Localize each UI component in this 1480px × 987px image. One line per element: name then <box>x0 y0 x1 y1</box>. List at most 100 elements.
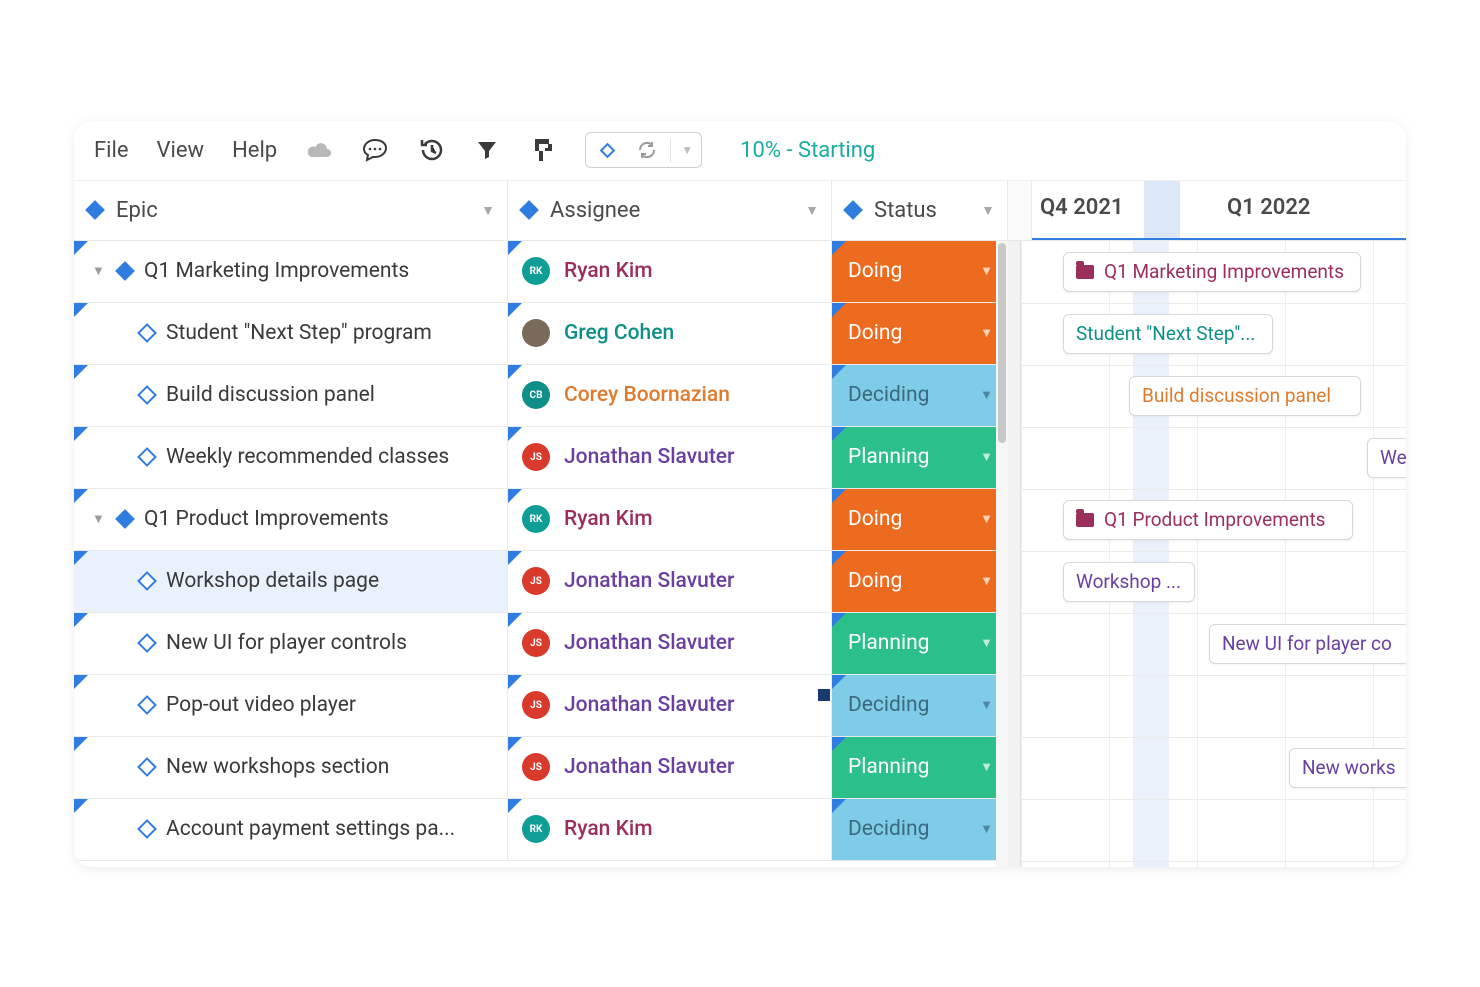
quarter-label[interactable]: Q1 2022 <box>1219 181 1406 238</box>
timeline-bar[interactable]: Q1 Product Improvements <box>1063 500 1353 540</box>
chevron-down-icon[interactable]: ▼ <box>805 202 819 219</box>
timeline-grid[interactable]: Q1 Marketing Improvements Student "Next S… <box>1020 241 1406 867</box>
assignee-cell[interactable]: RKRyan Kim <box>508 241 832 302</box>
assignee-cell[interactable]: JSJonathan Slavuter <box>508 551 832 612</box>
status-pill[interactable]: Deciding▼ <box>832 799 1007 860</box>
status-pill[interactable]: Doing▼ <box>832 303 1007 364</box>
assignee-name: Corey Boornazian <box>564 383 730 407</box>
table-row[interactable]: New UI for player controlsJSJonathan Sla… <box>74 613 1008 675</box>
epic-cell[interactable]: Account payment settings pa... <box>74 799 508 860</box>
chevron-down-icon[interactable]: ▼ <box>980 697 993 713</box>
assignee-cell[interactable]: JSJonathan Slavuter <box>508 427 832 488</box>
corner-tag <box>832 303 846 317</box>
format-icon[interactable] <box>529 136 557 164</box>
expand-icon[interactable]: ▼ <box>92 511 106 527</box>
assignee-cell[interactable]: RKRyan Kim <box>508 489 832 550</box>
status-cell[interactable]: Deciding▼ <box>832 675 1008 736</box>
avatar: RK <box>522 815 550 843</box>
chevron-down-icon[interactable]: ▼ <box>980 821 993 837</box>
status-cell[interactable]: Deciding▼ <box>832 799 1008 860</box>
status-pill[interactable]: Deciding▼ <box>832 675 1007 736</box>
menu-help[interactable]: Help <box>232 138 277 163</box>
timeline-bar[interactable]: Build discussion panel <box>1129 376 1361 416</box>
timeline-bar[interactable]: Student "Next Step"... <box>1063 314 1273 354</box>
table-row[interactable]: Workshop details pageJSJonathan Slavuter… <box>74 551 1008 613</box>
assignee-cell[interactable]: JSJonathan Slavuter <box>508 675 832 736</box>
expand-icon[interactable]: ▼ <box>92 263 106 279</box>
timeline-bar[interactable]: Q1 Marketing Improvements <box>1063 252 1361 292</box>
table-row[interactable]: ▼Q1 Marketing ImprovementsRKRyan KimDoin… <box>74 241 1008 303</box>
table-row[interactable]: ▼Q1 Product ImprovementsRKRyan KimDoing▼ <box>74 489 1008 551</box>
status-pill[interactable]: Deciding▼ <box>832 365 1007 426</box>
epic-cell[interactable]: ▼Q1 Marketing Improvements <box>74 241 508 302</box>
assignee-cell[interactable]: Greg Cohen <box>508 303 832 364</box>
status-pill[interactable]: Planning▼ <box>832 737 1007 798</box>
epic-cell[interactable]: Pop-out video player <box>74 675 508 736</box>
table-row[interactable]: Pop-out video playerJSJonathan SlavuterD… <box>74 675 1008 737</box>
menu-view[interactable]: View <box>157 138 205 163</box>
refresh-dropdown-icon[interactable]: ▼ <box>677 135 697 165</box>
epic-cell[interactable]: Student "Next Step" program <box>74 303 508 364</box>
status-pill[interactable]: Doing▼ <box>832 241 1007 302</box>
chevron-down-icon[interactable]: ▼ <box>980 449 993 465</box>
status-cell[interactable]: Doing▼ <box>832 241 1008 302</box>
chevron-down-icon[interactable]: ▼ <box>980 573 993 589</box>
status-pill[interactable]: Planning▼ <box>832 613 1007 674</box>
quarter-label[interactable]: Q4 2021 <box>1032 181 1219 238</box>
status-cell[interactable]: Doing▼ <box>832 489 1008 550</box>
diamond-icon <box>137 323 157 343</box>
diamond-icon[interactable] <box>590 135 624 165</box>
header-assignee[interactable]: Assignee ▼ <box>508 181 832 240</box>
status-pill[interactable]: Doing▼ <box>832 489 1007 550</box>
assignee-cell[interactable]: JSJonathan Slavuter <box>508 737 832 798</box>
status-cell[interactable]: Planning▼ <box>832 613 1008 674</box>
chevron-down-icon[interactable]: ▼ <box>980 387 993 403</box>
epic-cell[interactable]: Build discussion panel <box>74 365 508 426</box>
scrollbar-thumb[interactable] <box>998 243 1006 443</box>
header-epic[interactable]: Epic ▼ <box>74 181 508 240</box>
epic-cell[interactable]: New UI for player controls <box>74 613 508 674</box>
assignee-cell[interactable]: CBCorey Boornazian <box>508 365 832 426</box>
status-pill[interactable]: Planning▼ <box>832 427 1007 488</box>
chevron-down-icon[interactable]: ▼ <box>980 511 993 527</box>
table-row[interactable]: Account payment settings pa...RKRyan Kim… <box>74 799 1008 861</box>
epic-cell[interactable]: ▼Q1 Product Improvements <box>74 489 508 550</box>
table-row[interactable]: Student "Next Step" programGreg CohenDoi… <box>74 303 1008 365</box>
assignee-cell[interactable]: RKRyan Kim <box>508 799 832 860</box>
status-cell[interactable]: Planning▼ <box>832 737 1008 798</box>
history-icon[interactable] <box>417 136 445 164</box>
assignee-cell[interactable]: JSJonathan Slavuter <box>508 613 832 674</box>
chevron-down-icon[interactable]: ▼ <box>981 202 995 219</box>
table-row[interactable]: Build discussion panelCBCorey Boornazian… <box>74 365 1008 427</box>
chevron-down-icon[interactable]: ▼ <box>481 202 495 219</box>
epic-cell[interactable]: Workshop details page <box>74 551 508 612</box>
scrollbar[interactable] <box>996 241 1008 867</box>
status-cell[interactable]: Doing▼ <box>832 551 1008 612</box>
comment-icon[interactable] <box>361 136 389 164</box>
resize-handle[interactable] <box>818 689 830 701</box>
chevron-down-icon[interactable]: ▼ <box>980 263 993 279</box>
status-cell[interactable]: Doing▼ <box>832 303 1008 364</box>
status-cell[interactable]: Planning▼ <box>832 427 1008 488</box>
table-row[interactable]: New workshops sectionJSJonathan Slavuter… <box>74 737 1008 799</box>
epic-cell[interactable]: New workshops section <box>74 737 508 798</box>
refresh-control[interactable]: ▼ <box>585 132 702 168</box>
header-status[interactable]: Status ▼ <box>832 181 1008 240</box>
chevron-down-icon[interactable]: ▼ <box>980 759 993 775</box>
filter-icon[interactable] <box>473 136 501 164</box>
cloud-icon[interactable] <box>305 136 333 164</box>
chevron-down-icon[interactable]: ▼ <box>980 325 993 341</box>
corner-tag <box>508 489 522 503</box>
epic-cell[interactable]: Weekly recommended classes <box>74 427 508 488</box>
corner-tag <box>74 365 88 379</box>
timeline-bar[interactable]: Workshop ... <box>1063 562 1195 602</box>
timeline-bar[interactable]: We <box>1367 438 1406 478</box>
menu-file[interactable]: File <box>94 138 129 163</box>
refresh-icon[interactable] <box>630 135 664 165</box>
table-row[interactable]: Weekly recommended classesJSJonathan Sla… <box>74 427 1008 489</box>
timeline-bar[interactable]: New works <box>1289 748 1406 788</box>
timeline-bar[interactable]: New UI for player co <box>1209 624 1406 664</box>
status-pill[interactable]: Doing▼ <box>832 551 1007 612</box>
chevron-down-icon[interactable]: ▼ <box>980 635 993 651</box>
status-cell[interactable]: Deciding▼ <box>832 365 1008 426</box>
